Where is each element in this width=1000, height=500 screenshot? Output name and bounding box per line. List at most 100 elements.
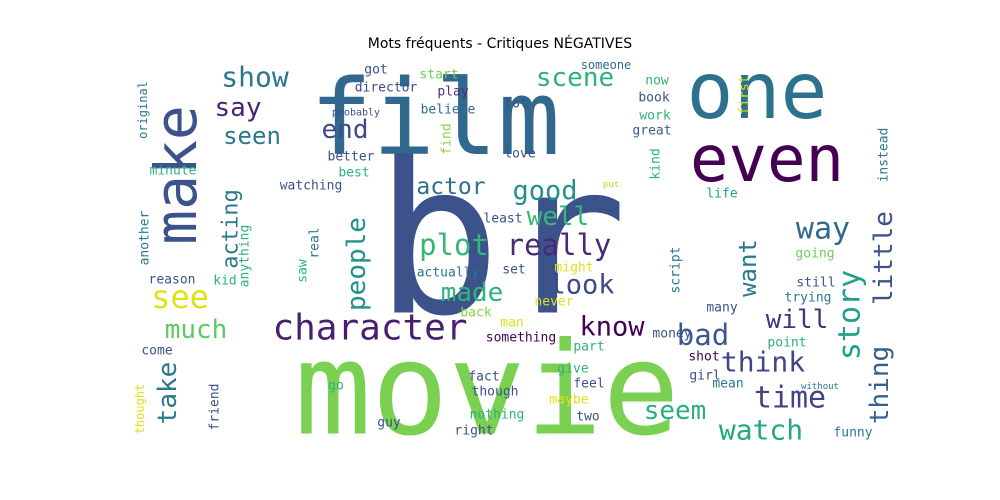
word-right: right [454, 424, 493, 439]
word-give: give [557, 362, 588, 377]
word-real: real [308, 227, 323, 258]
word-look: look [549, 270, 614, 301]
word-man: man [500, 316, 523, 331]
word-book: book [638, 91, 669, 106]
word-without: without [801, 382, 839, 392]
word-got: got [364, 63, 387, 78]
word-little: little [869, 211, 899, 305]
word-see: see [151, 278, 209, 316]
word-put: put [603, 180, 619, 190]
word-really: really [507, 228, 612, 262]
word-kid: kid [213, 274, 236, 289]
word-many: many [706, 301, 737, 316]
word-plot: plot [419, 228, 489, 262]
word-film: film [310, 57, 560, 179]
word-good: good [512, 176, 577, 207]
word-fact: fact [468, 370, 499, 385]
word-seen: seen [223, 122, 281, 150]
word-work: work [639, 109, 670, 124]
word-watching: watching [280, 179, 343, 194]
word-never: never [534, 295, 573, 310]
word-trying: trying [785, 291, 832, 306]
word-reason: reason [149, 273, 196, 288]
word-movie: movie [294, 316, 679, 465]
word-saw: saw [296, 259, 311, 283]
word-money: money [652, 327, 691, 342]
word-probably: probably [332, 108, 380, 119]
word-seem: seem [644, 396, 707, 426]
word-start: start [419, 68, 458, 83]
word-girl: girl [689, 369, 720, 384]
word-minute: minute [150, 164, 197, 179]
word-thought: thought [133, 384, 147, 435]
word-feel: feel [573, 377, 604, 392]
word-best: best [338, 166, 369, 181]
word-think: think [721, 346, 805, 379]
word-make: make [142, 105, 210, 245]
word-guy: guy [377, 416, 401, 431]
word-point: point [767, 336, 806, 351]
word-take: take [153, 362, 183, 425]
word-come: come [141, 344, 172, 359]
word-funny: funny [833, 426, 872, 441]
word-character: character [272, 308, 467, 349]
word-br: br [375, 118, 628, 363]
word-go: go [328, 379, 344, 394]
word-now: now [645, 74, 669, 89]
word-actually: actually [417, 266, 480, 281]
word-acting: acting [219, 189, 244, 268]
word-bad: bad [677, 318, 729, 352]
word-thing: thing [865, 346, 895, 424]
word-two: two [576, 410, 599, 425]
word-might: might [554, 261, 593, 276]
word-instead: instead [877, 128, 892, 183]
word-great: great [632, 124, 671, 139]
word-actor: actor [416, 174, 485, 200]
word-even: even [690, 123, 844, 197]
word-much: much [165, 315, 228, 345]
word-lot: lot [504, 97, 527, 112]
word-well: well [527, 202, 590, 232]
word-script: script [669, 247, 684, 294]
word-first: first [738, 75, 753, 114]
word-made: made [441, 278, 504, 308]
word-shot: shot [688, 350, 719, 365]
word-least: least [483, 212, 522, 227]
word-say: say [215, 93, 262, 123]
word-scene: scene [536, 63, 614, 93]
word-one: one [687, 47, 828, 137]
word-another: another [138, 210, 153, 265]
word-kind: kind [649, 148, 664, 179]
word-end: end [322, 115, 369, 145]
word-director: director [355, 81, 418, 96]
word-time: time [754, 381, 826, 416]
word-original: original [136, 81, 150, 139]
word-people: people [342, 217, 372, 311]
word-want: want [734, 239, 762, 297]
word-story: story [833, 270, 868, 360]
word-better: better [328, 150, 375, 165]
word-show: show [221, 61, 289, 94]
word-someone: someone [581, 58, 632, 72]
word-going: going [795, 247, 834, 262]
word-find: find [440, 123, 455, 154]
word-part: part [573, 340, 604, 355]
word-mean: mean [712, 377, 743, 392]
word-maybe: maybe [549, 393, 588, 408]
word-nothing: nothing [470, 408, 525, 423]
word-anything: anything [238, 225, 253, 288]
word-believe: believe [421, 103, 476, 118]
word-way: way [796, 212, 850, 247]
word-still: still [796, 276, 835, 291]
word-life: life [706, 187, 737, 202]
word-set: set [502, 263, 525, 278]
word-will: will [766, 305, 829, 335]
word-friend: friend [208, 384, 223, 431]
word-though: though [472, 385, 519, 400]
chart-title: Mots fréquents - Critiques NÉGATIVES [367, 36, 633, 52]
word-watch: watch [719, 414, 803, 447]
word-back: back [460, 306, 491, 321]
word-play: play [437, 85, 468, 100]
word-know: know [579, 312, 645, 343]
